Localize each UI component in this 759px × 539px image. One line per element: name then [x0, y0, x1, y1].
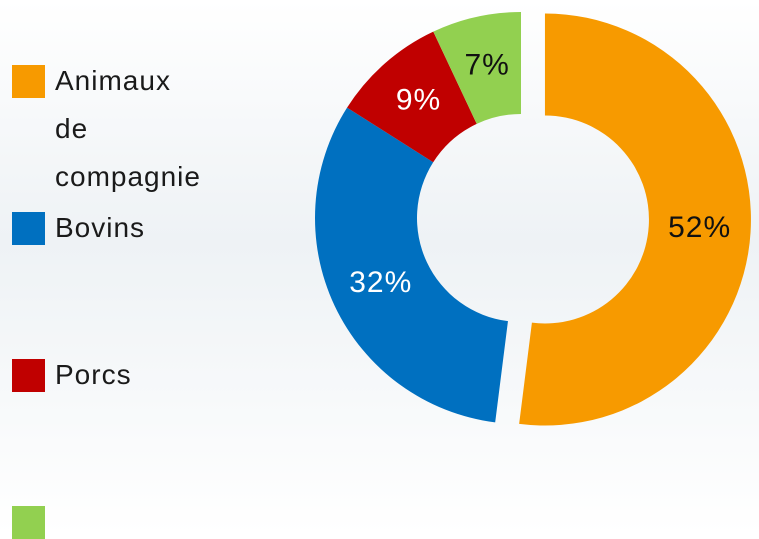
data-label: 32% — [349, 266, 412, 299]
donut-slice — [315, 107, 508, 423]
donut-slice — [347, 31, 477, 163]
donut-slice — [519, 13, 751, 426]
data-label: 9% — [396, 84, 441, 117]
data-label: 52% — [668, 211, 731, 244]
legend-swatch — [12, 506, 45, 539]
data-label: 7% — [465, 49, 510, 82]
donut-slice — [433, 12, 521, 124]
legend-swatch — [12, 65, 45, 98]
legend-label: Porcs — [55, 359, 132, 390]
legend-swatch — [12, 359, 45, 392]
legend-label: Animaux de compagnie — [55, 65, 201, 192]
legend-label: Bovins — [55, 212, 146, 243]
legend-swatch — [12, 212, 45, 245]
